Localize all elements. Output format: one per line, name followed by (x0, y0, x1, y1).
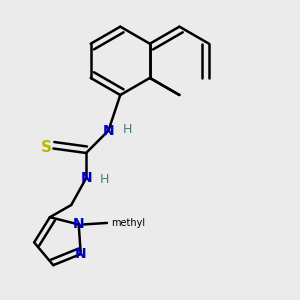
Text: methyl: methyl (111, 218, 145, 228)
Text: S: S (41, 140, 52, 154)
Text: N: N (75, 247, 87, 261)
Text: N: N (73, 218, 85, 231)
Text: H: H (123, 123, 132, 136)
Text: H: H (100, 173, 109, 186)
Text: N: N (80, 171, 92, 185)
Text: N: N (103, 124, 114, 138)
